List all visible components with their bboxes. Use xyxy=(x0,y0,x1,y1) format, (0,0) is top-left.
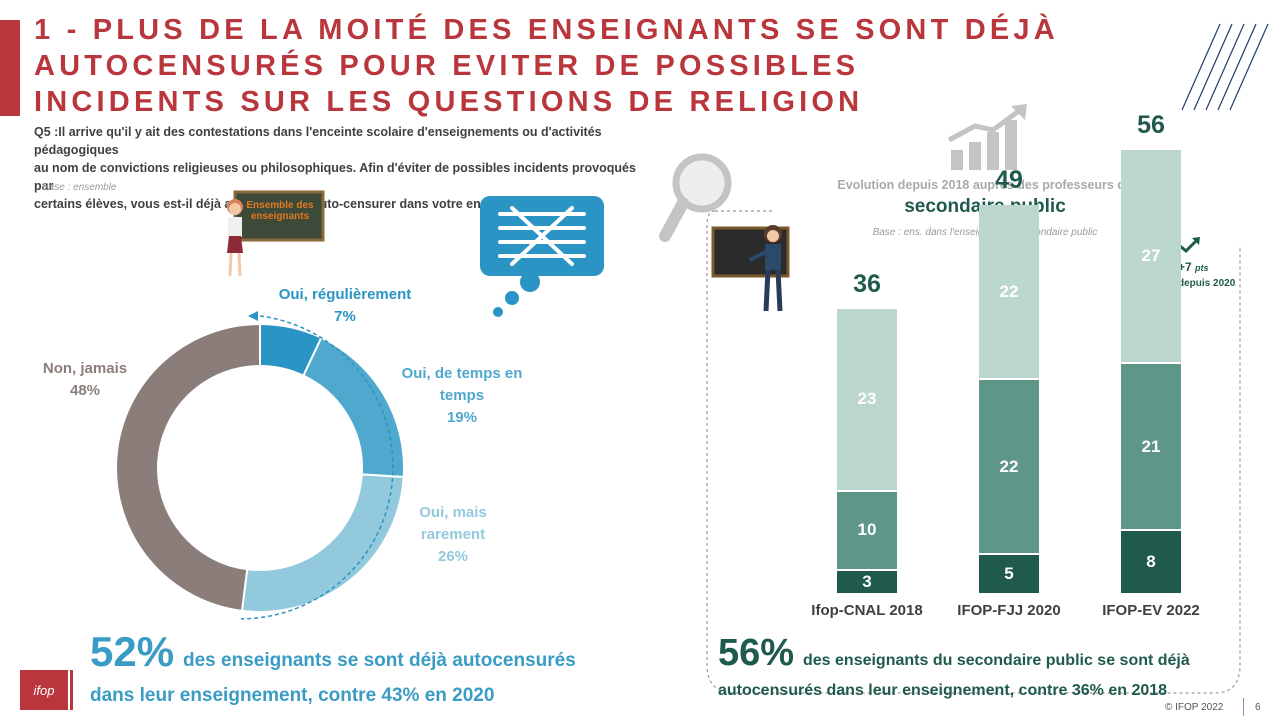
title-accent-bar xyxy=(0,20,20,116)
magnifier-icon xyxy=(659,153,732,242)
donut-label-rarement: Oui, mais rarement 26% xyxy=(393,502,513,568)
gain-since: depuis 2020 xyxy=(1178,278,1236,289)
donut-label-text: Non, jamais xyxy=(42,360,128,377)
yes-bracket-arc xyxy=(240,315,394,620)
donut-label-value: 48% xyxy=(69,382,101,399)
board-label: Ensemble des enseignants xyxy=(240,200,320,222)
teacher-illustration-right xyxy=(711,225,790,312)
trend-up-icon xyxy=(1168,237,1200,258)
right-subtitle: Evolution depuis 2018 auprès des profess… xyxy=(837,178,1133,192)
donut-label-value: 7% xyxy=(334,308,356,325)
page-title: 1 - PLUS DE LA MOITÉ DES ENSEIGNANTS SE … xyxy=(34,12,1134,120)
right-base-note: Base : ens. dans l'enseignement secondai… xyxy=(872,227,1098,238)
conclusion-right-text-1: des enseignants du secondaire public se … xyxy=(803,652,1190,669)
donut-label-text-2: rarement xyxy=(420,526,486,543)
gain-annotation: +7 pts depuis 2020 xyxy=(1178,260,1235,291)
footer-divider xyxy=(1243,698,1244,716)
gain-value: +7 xyxy=(1178,260,1192,274)
question-text: Q5 :Il arrive qu'il y ait des contestati… xyxy=(34,123,649,213)
censored-speech-bubble-icon xyxy=(480,196,604,317)
title-line-3: INCIDENTS SUR LES QUESTIONS DE RELIGION xyxy=(34,86,864,118)
yes-bracket-arrow xyxy=(248,311,258,321)
donut-label-text: Oui, régulièrement xyxy=(278,286,412,303)
board-label-line-2: enseignants xyxy=(250,211,310,222)
gain-unit: pts xyxy=(1195,263,1209,273)
logo-divider xyxy=(70,670,73,710)
question-line-2: au nom de convictions religieuses ou phi… xyxy=(34,161,636,193)
question-line-1: Q5 :Il arrive qu'il y ait des contestati… xyxy=(34,125,602,157)
donut-label-text: Oui, mais xyxy=(419,504,487,521)
conclusion-right-text-2: autocensurés dans leur enseignement, con… xyxy=(718,682,1168,699)
decorative-lines xyxy=(1181,23,1269,111)
right-title: secondaire public xyxy=(904,196,1066,217)
conclusion-left-percent: 52% xyxy=(90,628,175,675)
donut-label-value: 19% xyxy=(446,409,478,426)
base-note: Base : ensemble xyxy=(42,182,117,193)
donut-slice xyxy=(240,473,405,613)
title-line-1: 1 - PLUS DE LA MOITÉ DES ENSEIGNANTS SE … xyxy=(34,14,1059,46)
board-label-line-1: Ensemble des xyxy=(246,200,314,211)
donut-label-text: Oui, de temps en xyxy=(401,365,523,382)
ifop-logo: ifop xyxy=(20,670,68,710)
right-panel-frame xyxy=(706,210,1241,694)
donut-label-jamais: Non, jamais 48% xyxy=(25,358,145,402)
donut-label-value: 26% xyxy=(437,548,469,565)
donut-slice xyxy=(114,322,261,612)
growth-chart-icon xyxy=(947,104,1027,170)
footer-copyright: © IFOP 2022 xyxy=(1165,702,1224,713)
donut-chart xyxy=(114,311,405,620)
donut-label-text-2: temps xyxy=(439,387,485,404)
conclusion-right-percent: 56% xyxy=(718,632,795,674)
title-line-2: AUTOCENSURÉS POUR EVITER DE POSSIBLES xyxy=(34,50,860,82)
conclusion-left-text-1: des enseignants se sont déjà autocensuré… xyxy=(183,650,576,671)
teacher-illustration xyxy=(227,190,325,277)
donut-label-temps: Oui, de temps en temps 19% xyxy=(387,363,537,429)
donut-label-regulierement: Oui, régulièrement 7% xyxy=(260,284,430,328)
page-number: 6 xyxy=(1255,702,1261,713)
conclusion-left-text-2: dans leur enseignement, contre 43% en 20… xyxy=(90,685,495,706)
